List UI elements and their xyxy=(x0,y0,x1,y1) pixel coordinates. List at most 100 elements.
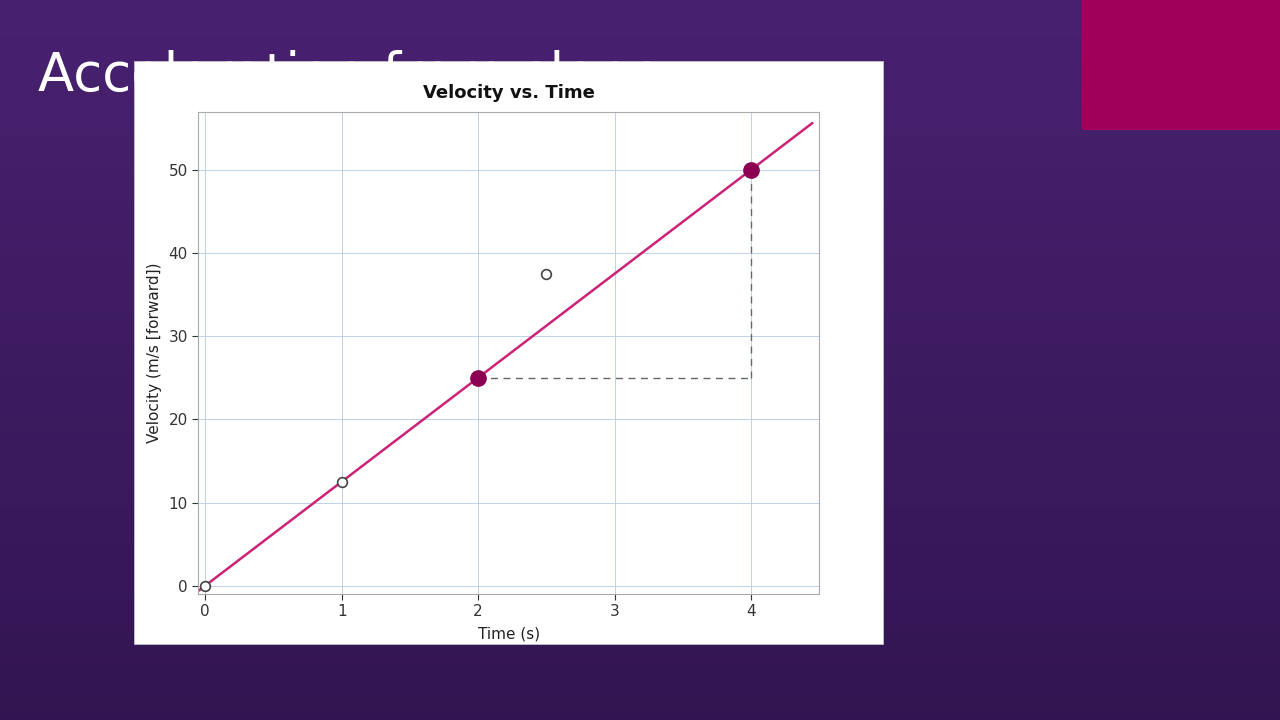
Bar xyxy=(0,479,1280,482)
Bar xyxy=(0,40,1280,43)
Bar xyxy=(0,101,1280,104)
Bar xyxy=(0,284,1280,288)
Bar xyxy=(0,68,1280,72)
Bar xyxy=(0,346,1280,349)
Bar xyxy=(0,137,1280,140)
Bar xyxy=(0,342,1280,346)
Bar xyxy=(0,155,1280,158)
Bar xyxy=(0,511,1280,515)
Bar xyxy=(0,299,1280,302)
Bar xyxy=(0,320,1280,324)
Bar xyxy=(0,270,1280,274)
Bar xyxy=(0,22,1280,25)
Bar xyxy=(0,266,1280,270)
Bar xyxy=(0,486,1280,490)
Bar xyxy=(0,331,1280,335)
Bar xyxy=(0,14,1280,18)
Bar xyxy=(0,702,1280,706)
Bar xyxy=(0,50,1280,54)
Bar xyxy=(0,454,1280,457)
Bar xyxy=(0,709,1280,713)
Bar xyxy=(0,43,1280,47)
Bar xyxy=(0,436,1280,439)
Bar xyxy=(0,29,1280,32)
Bar xyxy=(0,313,1280,317)
Bar xyxy=(0,497,1280,500)
Bar xyxy=(0,212,1280,216)
Bar xyxy=(0,295,1280,299)
Bar xyxy=(0,655,1280,659)
Bar xyxy=(0,148,1280,151)
Bar xyxy=(0,256,1280,259)
Bar xyxy=(0,662,1280,666)
Bar xyxy=(0,439,1280,443)
Bar xyxy=(0,648,1280,652)
Bar xyxy=(0,32,1280,36)
Bar xyxy=(0,515,1280,518)
Bar xyxy=(0,630,1280,634)
Bar xyxy=(0,616,1280,619)
Bar xyxy=(0,508,1280,511)
Title: Velocity vs. Time: Velocity vs. Time xyxy=(422,84,595,102)
Bar xyxy=(0,504,1280,508)
Bar xyxy=(0,310,1280,313)
Bar xyxy=(0,130,1280,133)
Bar xyxy=(0,356,1280,360)
Bar xyxy=(0,58,1280,61)
Bar xyxy=(0,277,1280,281)
Bar xyxy=(0,72,1280,76)
Bar xyxy=(0,180,1280,184)
Y-axis label: Velocity (m/s [forward]): Velocity (m/s [forward]) xyxy=(147,263,161,443)
Bar xyxy=(0,126,1280,130)
Bar xyxy=(0,518,1280,522)
Bar xyxy=(0,173,1280,176)
Bar xyxy=(0,97,1280,101)
Bar xyxy=(0,122,1280,126)
Bar xyxy=(0,364,1280,367)
Bar xyxy=(0,526,1280,529)
Bar xyxy=(0,580,1280,583)
Bar xyxy=(0,569,1280,572)
Bar xyxy=(0,324,1280,328)
Bar xyxy=(0,151,1280,155)
Bar xyxy=(0,659,1280,662)
Bar xyxy=(0,612,1280,616)
Bar xyxy=(0,634,1280,637)
Bar xyxy=(0,626,1280,630)
Bar xyxy=(0,241,1280,245)
Bar xyxy=(1082,0,1280,130)
Bar xyxy=(0,248,1280,252)
Bar xyxy=(0,119,1280,122)
Bar xyxy=(0,227,1280,230)
Bar xyxy=(0,677,1280,680)
Bar xyxy=(0,259,1280,263)
Bar xyxy=(0,187,1280,191)
Bar xyxy=(0,112,1280,115)
Bar xyxy=(0,25,1280,29)
Bar xyxy=(0,652,1280,655)
Bar xyxy=(0,533,1280,536)
Bar xyxy=(0,76,1280,79)
Bar xyxy=(0,410,1280,414)
Bar xyxy=(0,220,1280,223)
Bar xyxy=(0,205,1280,209)
Bar xyxy=(0,464,1280,468)
Bar xyxy=(0,108,1280,112)
Bar xyxy=(0,443,1280,446)
Bar xyxy=(0,90,1280,94)
Bar xyxy=(0,349,1280,353)
Bar xyxy=(0,104,1280,108)
Bar xyxy=(0,252,1280,256)
Bar xyxy=(0,216,1280,220)
Bar xyxy=(0,716,1280,720)
Bar xyxy=(0,598,1280,601)
Bar xyxy=(0,158,1280,162)
Bar xyxy=(0,572,1280,576)
Bar xyxy=(0,587,1280,590)
Bar xyxy=(0,367,1280,371)
Bar xyxy=(0,115,1280,119)
Bar xyxy=(0,544,1280,547)
Bar xyxy=(0,673,1280,677)
Bar xyxy=(0,335,1280,338)
Bar xyxy=(0,184,1280,187)
